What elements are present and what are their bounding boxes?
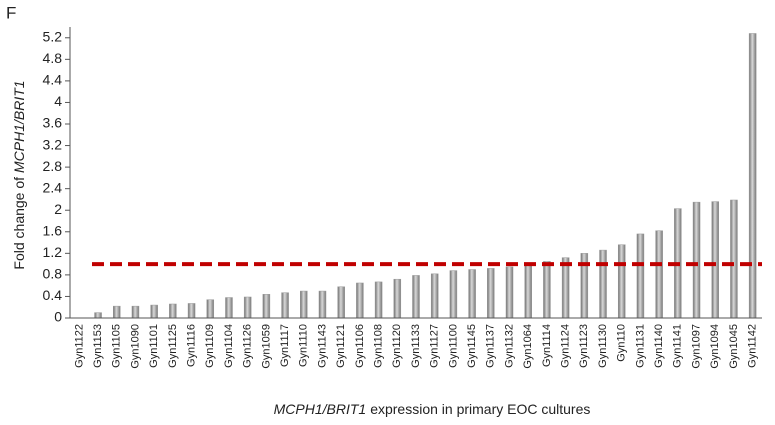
x-tick-label: Gyn1105 (111, 324, 123, 368)
bar (113, 305, 121, 319)
y-tick-label: 2 (54, 201, 62, 217)
x-tick-label: Gyn1142 (747, 324, 759, 368)
x-tick-label: Gyn1106 (354, 324, 366, 368)
x-tick-label: Gyn1109 (204, 324, 216, 368)
x-tick-label: Gyn1125 (167, 324, 179, 368)
x-tick-label: Gyn1137 (485, 324, 497, 368)
bar (262, 294, 271, 319)
x-tick-label: Gyn1123 (578, 324, 590, 368)
bar (505, 266, 514, 319)
x-tick-label: Gyn1122 (73, 324, 85, 368)
x-tick-label: Gyn110 (616, 324, 628, 362)
bar (655, 230, 663, 319)
bar (449, 270, 458, 319)
x-tick-label: Gyn1110 (298, 324, 310, 367)
y-tick-label: 4.4 (43, 72, 63, 88)
bar (393, 278, 402, 319)
x-tick-label: Gyn1120 (391, 324, 403, 368)
bar (318, 290, 327, 319)
x-tick-label: Gyn1153 (92, 324, 104, 368)
y-tick-label: 5.2 (43, 28, 63, 44)
x-tick-label: Gyn1132 (503, 324, 515, 368)
bar (187, 303, 196, 319)
x-tick-label: Gyn1133 (410, 324, 422, 368)
bar (487, 268, 495, 319)
bar (281, 292, 289, 319)
x-tick-label: Gyn1117 (279, 324, 291, 367)
x-tick-label: Gyn1097 (690, 324, 702, 369)
x-tick-label: Gyn1114 (541, 324, 553, 367)
x-tick-label: Gyn1045 (728, 324, 740, 369)
bar (169, 303, 177, 319)
bar (337, 286, 345, 319)
bar (711, 201, 719, 319)
bar (730, 199, 738, 319)
bar (468, 269, 476, 319)
bar (748, 33, 757, 319)
y-label-italic: MCPH1/BRIT1 (11, 80, 27, 173)
x-tick-label: Gyn1140 (653, 324, 665, 368)
y-tick-label: 0.8 (43, 266, 63, 282)
x-tick-label: Gyn1090 (129, 324, 141, 369)
x-tick-label: Gyn1121 (335, 324, 347, 368)
x-tick-label: Gyn1100 (447, 324, 459, 368)
bar (617, 244, 626, 319)
x-tick-label: Gyn1126 (242, 324, 254, 368)
x-tick-label: Gyn1108 (373, 324, 385, 368)
x-label-text: expression in primary EOC cultures (370, 401, 590, 417)
x-tick-label: Gyn1101 (148, 324, 160, 368)
bar (131, 305, 140, 319)
bar (356, 282, 364, 319)
bar (543, 261, 551, 319)
y-tick-label: 2.4 (43, 179, 63, 195)
x-tick-label: Gyn1064 (522, 324, 534, 369)
bar (300, 290, 308, 319)
y-tick-label: 4 (54, 93, 62, 109)
bar (636, 233, 645, 319)
x-tick-label: Gyn1059 (260, 324, 272, 369)
bar (374, 281, 383, 319)
x-tick-label: Gyn1145 (466, 324, 478, 368)
bar (412, 275, 420, 319)
y-tick-label: 1.6 (43, 222, 63, 238)
x-tick-label: Gyn1124 (560, 324, 572, 368)
bar (524, 265, 532, 319)
panel-label: F (6, 3, 16, 22)
bar (561, 257, 570, 319)
y-tick-label: 0 (54, 309, 62, 325)
y-tick-label: 2.8 (43, 158, 63, 174)
x-axis-label: MCPH1/BRIT1 expression in primary EOC cul… (274, 401, 591, 417)
x-tick-label: Gyn1116 (185, 324, 197, 367)
bar (94, 312, 102, 319)
x-label-italic: MCPH1/BRIT1 (274, 401, 367, 417)
bar (599, 249, 607, 319)
x-tick-label: Gyn1127 (429, 324, 441, 368)
x-tick-label: Gyn1131 (634, 324, 646, 368)
y-tick-label: 3.2 (43, 136, 63, 152)
y-tick-label: 3.6 (43, 115, 63, 131)
y-tick-label: 0.4 (43, 287, 63, 303)
bar (150, 304, 158, 319)
bar (692, 201, 701, 319)
x-tick-label: Gyn1094 (709, 324, 721, 369)
bar (243, 296, 252, 319)
y-label-text: Fold change of (11, 177, 27, 270)
y-axis-label: Fold change of MCPH1/BRIT1 (11, 80, 27, 269)
bar (225, 297, 233, 319)
x-tick-label: Gyn1130 (597, 324, 609, 368)
y-tick-label: 4.8 (43, 50, 63, 66)
x-tick-label: Gyn1141 (672, 324, 684, 368)
bar (430, 273, 439, 319)
x-tick-label: Gyn1143 (316, 324, 328, 368)
bar (206, 299, 215, 319)
y-tick-label: 1.2 (43, 244, 63, 260)
x-tick-label: Gyn1104 (223, 324, 235, 368)
